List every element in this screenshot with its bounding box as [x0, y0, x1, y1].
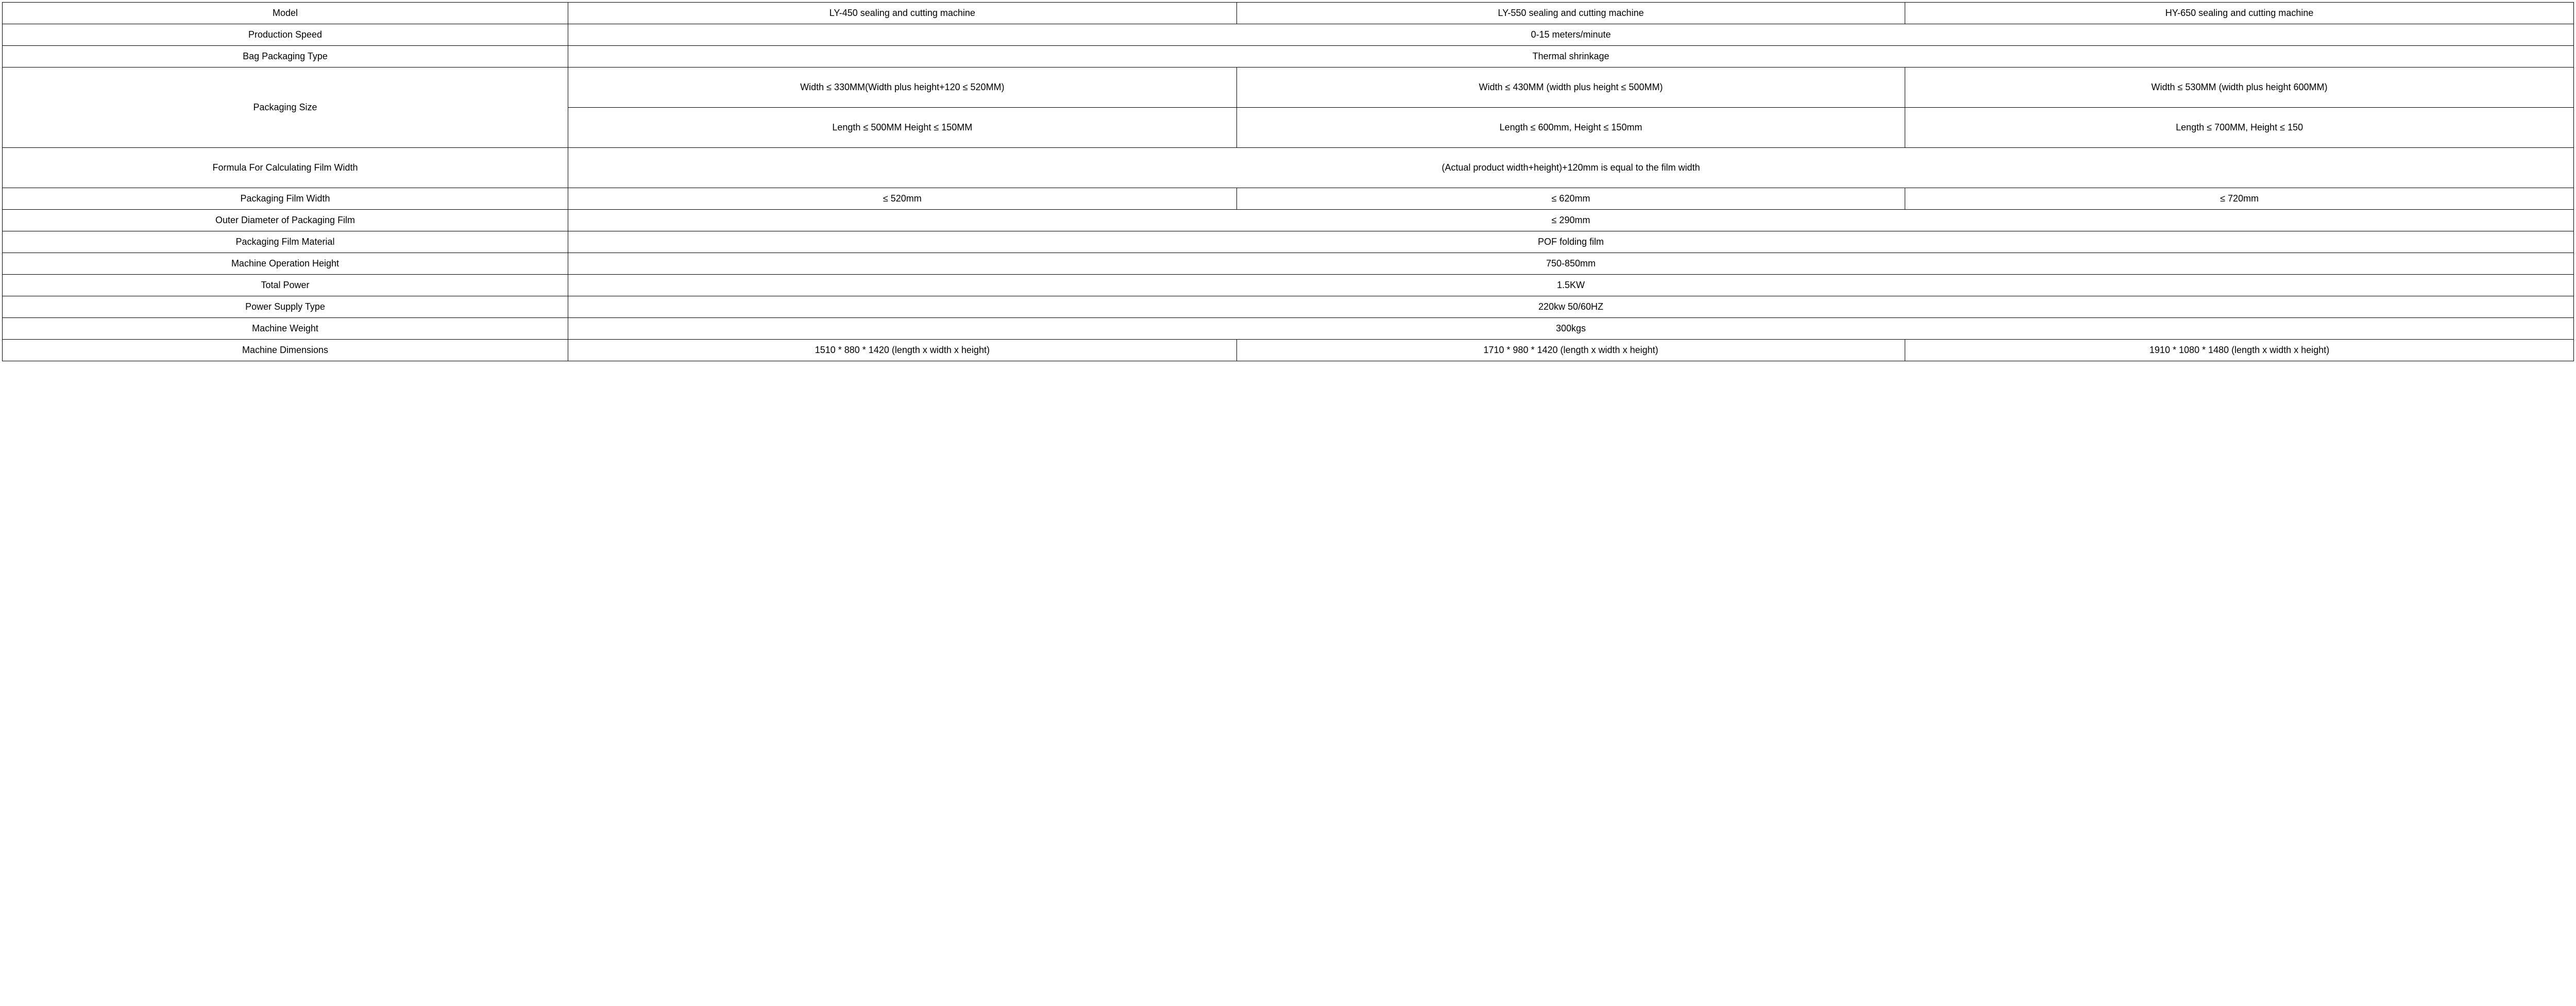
table-row: Machine Operation Height 750-850mm: [3, 253, 2574, 275]
label-total-power: Total Power: [3, 275, 568, 296]
value-dimensions-m2: 1710 * 980 * 1420 (length x width x heig…: [1236, 340, 1905, 361]
label-film-width: Packaging Film Width: [3, 188, 568, 210]
value-film-material: POF folding film: [568, 231, 2574, 253]
value-film-width-m1: ≤ 520mm: [568, 188, 1237, 210]
value-production-speed: 0-15 meters/minute: [568, 24, 2574, 46]
table-row: Power Supply Type 220kw 50/60HZ: [3, 296, 2574, 318]
label-packaging-size: Packaging Size: [3, 68, 568, 148]
label-power-supply: Power Supply Type: [3, 296, 568, 318]
value-op-height: 750-850mm: [568, 253, 2574, 275]
table-row: Bag Packaging Type Thermal shrinkage: [3, 46, 2574, 68]
spec-table: Model LY-450 sealing and cutting machine…: [2, 2, 2574, 361]
table-row: Machine Weight 300kgs: [3, 318, 2574, 340]
value-film-width-m3: ≤ 720mm: [1905, 188, 2574, 210]
table-row: Packaging Film Width ≤ 520mm ≤ 620mm ≤ 7…: [3, 188, 2574, 210]
label-production-speed: Production Speed: [3, 24, 568, 46]
table-row: Packaging Film Material POF folding film: [3, 231, 2574, 253]
label-bag-type: Bag Packaging Type: [3, 46, 568, 68]
value-dimensions-m3: 1910 * 1080 * 1480 (length x width x hei…: [1905, 340, 2574, 361]
label-formula: Formula For Calculating Film Width: [3, 148, 568, 188]
table-row: Formula For Calculating Film Width (Actu…: [3, 148, 2574, 188]
table-row: Production Speed 0-15 meters/minute: [3, 24, 2574, 46]
header-model: Model: [3, 3, 568, 24]
header-m2: LY-550 sealing and cutting machine: [1236, 3, 1905, 24]
value-outer-diameter: ≤ 290mm: [568, 210, 2574, 231]
value-pkg-size-r2-m1: Length ≤ 500MM Height ≤ 150MM: [568, 108, 1237, 148]
table-row: Outer Diameter of Packaging Film ≤ 290mm: [3, 210, 2574, 231]
value-pkg-size-r1-m3: Width ≤ 530MM (width plus height 600MM): [1905, 68, 2574, 108]
header-m3: HY-650 sealing and cutting machine: [1905, 3, 2574, 24]
value-pkg-size-r1-m1: Width ≤ 330MM(Width plus height+120 ≤ 52…: [568, 68, 1237, 108]
table-row: Total Power 1.5KW: [3, 275, 2574, 296]
table-row: Packaging Size Width ≤ 330MM(Width plus …: [3, 68, 2574, 108]
value-pkg-size-r2-m2: Length ≤ 600mm, Height ≤ 150mm: [1236, 108, 1905, 148]
value-pkg-size-r2-m3: Length ≤ 700MM, Height ≤ 150: [1905, 108, 2574, 148]
table-row: Model LY-450 sealing and cutting machine…: [3, 3, 2574, 24]
value-dimensions-m1: 1510 * 880 * 1420 (length x width x heig…: [568, 340, 1237, 361]
label-weight: Machine Weight: [3, 318, 568, 340]
value-formula: (Actual product width+height)+120mm is e…: [568, 148, 2574, 188]
value-total-power: 1.5KW: [568, 275, 2574, 296]
label-outer-diameter: Outer Diameter of Packaging Film: [3, 210, 568, 231]
value-power-supply: 220kw 50/60HZ: [568, 296, 2574, 318]
label-film-material: Packaging Film Material: [3, 231, 568, 253]
label-dimensions: Machine Dimensions: [3, 340, 568, 361]
value-weight: 300kgs: [568, 318, 2574, 340]
header-m1: LY-450 sealing and cutting machine: [568, 3, 1237, 24]
value-pkg-size-r1-m2: Width ≤ 430MM (width plus height ≤ 500MM…: [1236, 68, 1905, 108]
label-op-height: Machine Operation Height: [3, 253, 568, 275]
value-bag-type: Thermal shrinkage: [568, 46, 2574, 68]
table-row: Machine Dimensions 1510 * 880 * 1420 (le…: [3, 340, 2574, 361]
value-film-width-m2: ≤ 620mm: [1236, 188, 1905, 210]
